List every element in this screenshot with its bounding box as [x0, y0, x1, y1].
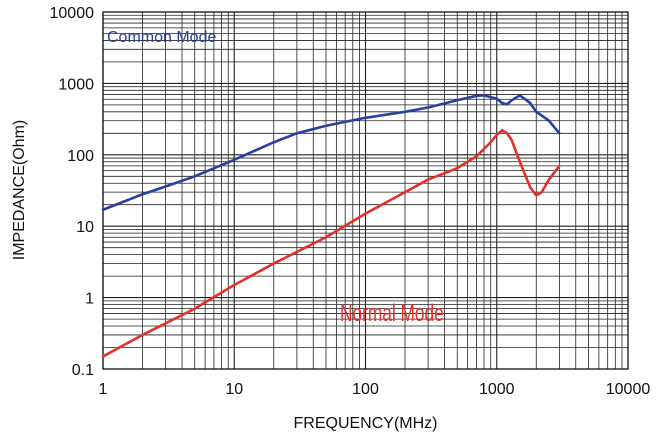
legend-label-normal-mode: Normal Mode: [340, 300, 444, 326]
series-line-normal-mode: [101, 129, 561, 358]
plot-frame: [102, 11, 629, 370]
series-layer: [101, 94, 561, 358]
x-tick-label: 10: [225, 381, 243, 398]
x-tick-label: 1000: [479, 381, 515, 398]
y-tick-label: 0.1: [72, 362, 94, 379]
tick-label-layer: 1 10 100 1000 10000 0.1 1 10 100 1000 10000: [50, 5, 651, 398]
y-tick-label: 1000: [58, 76, 94, 93]
y-tick-label: 1: [85, 291, 94, 308]
grid-layer: [102, 12, 628, 370]
x-tick-label: 10000: [606, 381, 651, 398]
x-tick-label: 1: [99, 381, 108, 398]
legend-label-common-mode: Common Mode: [107, 29, 216, 46]
y-tick-label: 10000: [50, 5, 95, 22]
y-tick-label: 100: [67, 148, 94, 165]
y-axis-title: IMPEDANCE(Ohm): [11, 120, 28, 260]
x-axis-title: FREQUENCY(MHz): [294, 415, 438, 432]
x-tick-label: 100: [352, 381, 379, 398]
series-line-common-mode: [101, 94, 561, 212]
y-tick-label: 10: [76, 219, 94, 236]
